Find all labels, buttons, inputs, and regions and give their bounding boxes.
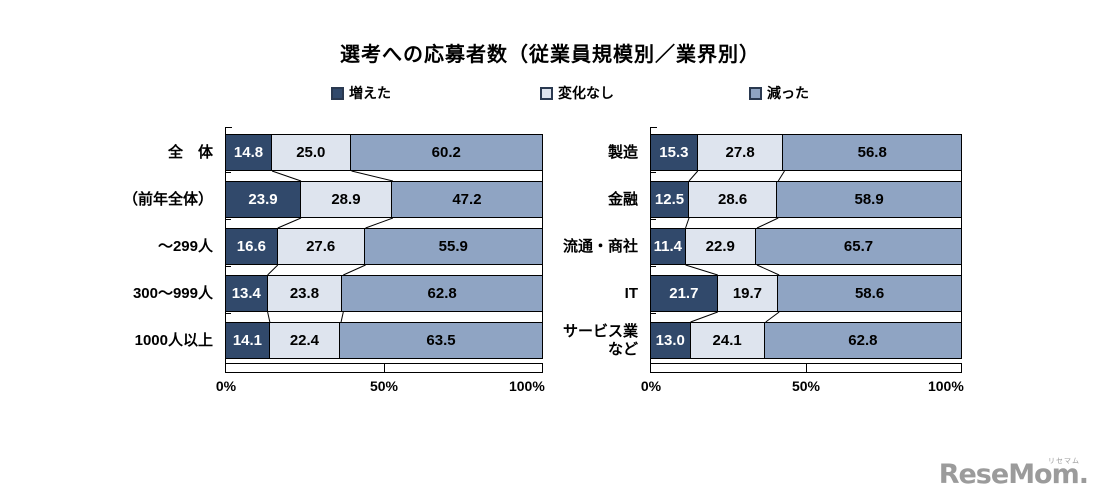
bar-segment-no-change: 22.9 <box>684 228 756 265</box>
bar-segment-increased: 16.6 <box>225 228 278 265</box>
stacked-bar: 21.7 19.7 58.6 <box>650 275 962 312</box>
legend-item-increased: 増えた <box>331 86 391 100</box>
bar-segment-increased: 13.0 <box>650 322 691 359</box>
resemom-logo-text: ReseMom. <box>938 459 1089 490</box>
x-axis-tick-label: 0% <box>640 378 662 394</box>
category-axis-labels: 製造金融流通・商社 IT サービス業 など <box>520 127 650 412</box>
stacked-bar: 12.5 28.6 58.9 <box>650 181 962 218</box>
category-label: IT <box>624 284 638 302</box>
category-axis-labels: 全 体 （前年全体） ～299人 300～999人 1000人以上 <box>95 127 225 412</box>
x-axis-tick-label: 50% <box>369 378 399 394</box>
bar-segment-no-change: 28.6 <box>688 181 778 218</box>
bar-segment-decreased: 56.8 <box>782 134 962 171</box>
x-axis-tick-label: 50% <box>791 378 821 394</box>
bar-segment-decreased: 58.6 <box>777 275 962 312</box>
legend-item-decreased: 減った <box>749 86 809 100</box>
plot-area: 15.3 27.8 56.8 12.5 28.6 58.9 11.4 22.9 65.7 21.7… <box>641 127 964 408</box>
bar-segment-no-change: 25.0 <box>271 134 351 171</box>
bar-segment-no-change: 23.8 <box>266 275 343 312</box>
x-axis-50-tick <box>384 364 385 372</box>
category-label: 製造 <box>607 143 638 161</box>
stacked-bar: 14.1 22.4 63.5 <box>225 322 543 359</box>
bar-segment-increased: 14.1 <box>225 322 270 359</box>
bar-segment-no-change: 27.8 <box>696 134 784 171</box>
bar-segment-increased: 13.4 <box>225 275 268 312</box>
x-axis-tick-label: 0% <box>215 378 237 394</box>
bar-segment-increased: 23.9 <box>225 181 301 218</box>
resemom-logo-kana: リセマム <box>1048 458 1080 465</box>
x-axis-band <box>650 363 962 373</box>
stacked-bar: 16.6 27.6 55.9 <box>225 228 543 265</box>
category-label: 全 体 <box>167 143 213 161</box>
bar-segment-decreased: 62.8 <box>341 275 543 312</box>
x-axis-tick-label: 100% <box>508 378 545 394</box>
legend-swatch-no-change-icon <box>540 86 553 100</box>
bar-segment-increased: 21.7 <box>650 275 718 312</box>
resemom-logo: リセマム ReseMom. <box>938 458 1089 490</box>
legend-label-decreased: 減った <box>767 85 809 101</box>
bar-segment-no-change: 28.9 <box>300 181 392 218</box>
bar-segment-increased: 11.4 <box>650 228 686 265</box>
category-label: 金融 <box>607 190 638 208</box>
chart-title: 選考への応募者数（従業員規模別／業界別） <box>340 44 760 66</box>
bar-segment-decreased: 63.5 <box>339 322 543 359</box>
stacked-bar: 13.4 23.8 62.8 <box>225 275 543 312</box>
category-label: サービス業 など <box>562 322 638 358</box>
bar-segment-decreased: 58.9 <box>776 181 962 218</box>
bar-segment-no-change: 27.6 <box>276 228 365 265</box>
stacked-bar: 14.8 25.0 60.2 <box>225 134 543 171</box>
bar-segment-increased: 12.5 <box>650 181 689 218</box>
bar-segment-increased: 14.8 <box>225 134 273 171</box>
legend-label-increased: 増えた <box>349 85 391 101</box>
bar-segment-no-change: 24.1 <box>689 322 765 359</box>
legend-item-no-change: 変化なし <box>540 86 614 100</box>
stacked-bar: 13.0 24.1 62.8 <box>650 322 962 359</box>
bar-segment-decreased: 65.7 <box>755 228 962 265</box>
category-label: ～299人 <box>157 237 213 255</box>
chart-industry: 製造 金融 流通・商社 IT サービス業 など 15.3 27.8 56.8 12.5 28.6 5… <box>520 127 992 412</box>
legend-swatch-increased-icon <box>331 86 344 100</box>
bar-segment-no-change: 22.4 <box>268 322 341 359</box>
category-label: （前年全体） <box>122 190 213 208</box>
category-label: 300～999人 <box>132 284 213 302</box>
x-axis-50-tick <box>806 364 807 372</box>
bar-segment-decreased: 47.2 <box>390 181 543 218</box>
stacked-bar: 11.4 22.9 65.7 <box>650 228 962 265</box>
category-label: 1000人以上 <box>134 331 213 349</box>
x-axis-tick-label: 100% <box>927 378 964 394</box>
x-axis-band <box>225 363 543 373</box>
bar-segment-decreased: 62.8 <box>763 322 962 359</box>
bar-segment-increased: 15.3 <box>650 134 698 171</box>
bar-segment-decreased: 55.9 <box>363 228 543 265</box>
chart-company-size: 全 体（前年全体） ～299人 300～999人 1000人以上 14.8 25.0 60.… <box>95 127 573 412</box>
stacked-bar: 23.9 28.9 47.2 <box>225 181 543 218</box>
category-label: 流通・商社 <box>562 237 638 255</box>
plot-area: 14.8 25.0 60.2 23.9 28.9 47.2 16.6 27.6 55.9 13.4… <box>216 127 545 408</box>
legend-label-no-change: 変化なし <box>558 85 614 101</box>
bar-segment-no-change: 19.7 <box>716 275 779 312</box>
stacked-bar: 15.3 27.8 56.8 <box>650 134 962 171</box>
bar-segment-decreased: 60.2 <box>349 134 543 171</box>
legend-swatch-decreased-icon <box>749 86 762 100</box>
